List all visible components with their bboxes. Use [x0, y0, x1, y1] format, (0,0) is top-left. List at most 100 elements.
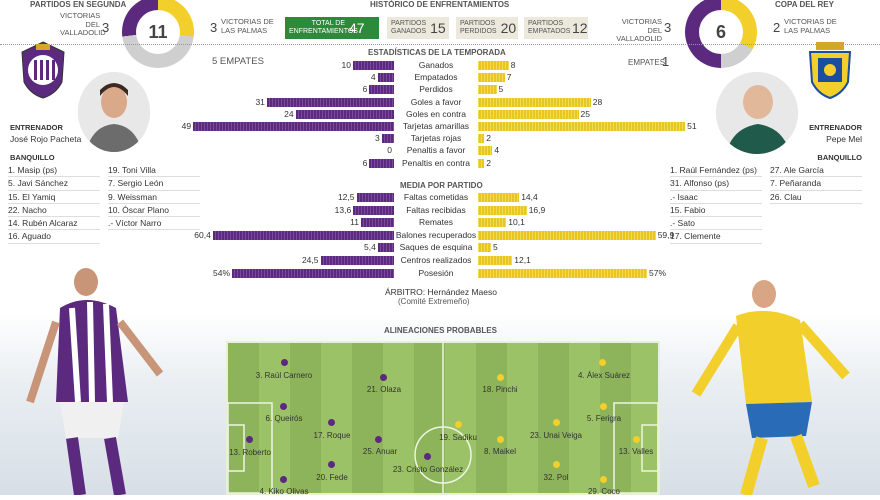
lineup-player: 23. Unai Veiga: [529, 431, 583, 440]
cup-donut: 6: [685, 0, 757, 68]
cup-laspalmas-value: 2: [773, 20, 781, 35]
bar-valladolid: [212, 230, 394, 240]
stat-value-valladolid: 12,5: [337, 192, 355, 202]
player-dot: [280, 403, 287, 410]
stat-value-laspalmas: 51: [687, 121, 697, 131]
bar-valladolid: [381, 134, 394, 144]
bench-player: 31. Alfonso (ps): [670, 177, 762, 191]
stat-label: Centros realizados: [394, 255, 478, 265]
bench-player: 19. Toni Villa: [108, 164, 200, 178]
valladolid-coach-label: ENTRENADOR: [10, 123, 63, 132]
average-title: MEDIA POR PARTIDO: [400, 181, 483, 190]
stat-value-laspalmas: 14,4: [521, 192, 538, 202]
player-dot: [497, 374, 504, 381]
bench-player: .- Isaac: [670, 191, 762, 204]
laspalmas-crest: [806, 38, 854, 100]
bench-player: 1. Masip (ps): [8, 164, 100, 178]
league-title: PARTIDOS EN SEGUNDA: [30, 0, 127, 9]
bench-player: 26. Clau: [770, 191, 862, 204]
history-drawn-box: PARTIDOS EMPATADOS 12: [524, 17, 588, 39]
player-dot: [633, 436, 640, 443]
stat-label: Perdidos: [394, 84, 478, 95]
bar-laspalmas: [476, 218, 507, 228]
lineups-title: ALINEACIONES PROBABLES: [384, 326, 497, 335]
bar-laspalmas: [476, 134, 485, 144]
bench-player: 10. Óscar Plano: [108, 204, 200, 218]
league-draws: 5 EMPATES: [212, 56, 264, 67]
stat-label: Balones recuperados: [394, 229, 478, 240]
cup-laspalmas-label: VICTORIAS DE LAS PALMAS: [784, 17, 837, 35]
player-dot: [497, 436, 504, 443]
lineup-player: 5. Ferigra: [586, 414, 622, 423]
bar-valladolid: [353, 61, 394, 70]
bar-laspalmas: [476, 97, 591, 107]
stat-value-laspalmas: 12,1: [514, 255, 531, 265]
stat-value-laspalmas: 5: [498, 84, 504, 95]
laspalmas-bench-col1: 1. Raúl Fernández (ps) 31. Alfonso (ps) …: [670, 164, 762, 244]
stat-value-laspalmas: 28: [592, 96, 603, 107]
cup-valladolid-label: VICTORIAS DEL VALLADOLID: [616, 17, 662, 43]
league-valladolid-label: VICTORIAS DEL VALLADOLID: [60, 11, 106, 37]
lineup-player: 19. Sadiku: [439, 433, 477, 442]
player-dot: [375, 436, 382, 443]
valladolid-bench-col2: 19. Toni Villa 7. Sergio León 9. Weissma…: [108, 164, 200, 231]
league-valladolid-value: 3: [102, 20, 110, 35]
player-dot: [281, 359, 288, 366]
season-title: ESTADÍSTICAS DE LA TEMPORADA: [368, 48, 506, 57]
bar-valladolid: [266, 97, 394, 107]
bar-laspalmas: [476, 268, 647, 278]
bar-valladolid: [377, 73, 394, 83]
bench-player: 15. El Yamiq: [8, 191, 100, 204]
laspalmas-player-photo: [676, 276, 856, 497]
cup-draws-label: EMPATES: [628, 58, 666, 67]
stat-value-valladolid: 0: [387, 145, 392, 156]
history-lost-value: 20: [500, 20, 517, 36]
bar-laspalmas: [476, 122, 686, 131]
stat-label: Tarjetas amarillas: [394, 121, 478, 131]
league-laspalmas-value: 3: [210, 20, 218, 35]
pitch: [226, 341, 660, 495]
bench-player: 27. Ale García: [770, 164, 862, 178]
bar-laspalmas: [476, 230, 656, 240]
lineup-player: 29. Coco: [587, 487, 621, 496]
stat-value-laspalmas: 10,1: [508, 217, 525, 228]
cup-total: 6: [699, 10, 743, 54]
bar-laspalmas: [476, 146, 493, 156]
history-drawn-value: 12: [572, 20, 588, 36]
stat-label: Empatados: [394, 72, 478, 83]
player-dot: [600, 403, 607, 410]
lineup-player: 32. Pol: [543, 473, 569, 482]
laspalmas-coach-label: ENTRENADOR: [809, 123, 862, 132]
bar-valladolid: [369, 158, 394, 168]
stat-value-valladolid: 6: [362, 84, 368, 95]
bar-valladolid: [377, 243, 394, 253]
laspalmas-coach-photo: [716, 72, 798, 154]
league-total: 11: [136, 10, 180, 54]
bench-player: .- Víctor Narro: [108, 217, 200, 231]
bar-laspalmas: [476, 205, 527, 215]
stat-label: Ganados: [394, 60, 478, 70]
player-dot: [553, 461, 560, 468]
player-dot: [600, 476, 607, 483]
stat-value-laspalmas: 4: [494, 145, 500, 156]
stat-label: Tarjetas rojas: [394, 133, 478, 144]
laspalmas-bench-label: BANQUILLO: [817, 153, 862, 162]
bar-valladolid: [232, 268, 394, 278]
bench-player: 5. Javi Sánchez: [8, 177, 100, 191]
bar-laspalmas: [476, 243, 491, 253]
bench-player: 7. Sergio León: [108, 177, 200, 191]
bar-laspalmas: [476, 85, 497, 95]
stat-value-valladolid: 4: [370, 72, 376, 83]
stat-label: Goles a favor: [394, 96, 478, 107]
stat-value-laspalmas: 7: [506, 72, 512, 83]
stat-label: Faltas recibidas: [394, 204, 478, 215]
bench-player: 17. Clemente: [670, 230, 762, 244]
history-lost-box: PARTIDOS PERDIDOS 20: [456, 17, 518, 39]
cup-valladolid-value: 3: [664, 20, 672, 35]
stat-value-laspalmas: 16,9: [528, 204, 546, 215]
stat-label: Saques de esquina: [394, 242, 478, 253]
player-dot: [328, 461, 335, 468]
bar-laspalmas: [476, 158, 485, 168]
player-dot: [424, 453, 431, 460]
lineup-player: 6. Queirós: [265, 414, 303, 423]
